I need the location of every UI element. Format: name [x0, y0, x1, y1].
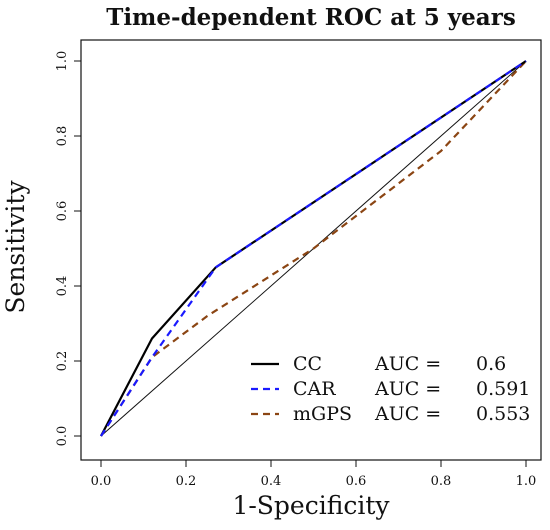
y-axis-label: Sensitivity: [1, 180, 30, 314]
x-tick-label: 0.4: [261, 474, 282, 489]
plot-lines: [100, 60, 527, 437]
legend: CC AUC = 0.6 CAR AUC = 0.591 mGPS AUC = 0.553: [251, 353, 530, 425]
legend-auc-label: AUC =: [374, 403, 441, 425]
x-tick-label: 0.2: [176, 474, 197, 489]
legend-auc-value: 0.6: [476, 353, 506, 375]
legend-auc-value: 0.553: [476, 403, 530, 425]
y-tick-label: 0.0: [55, 426, 70, 447]
y-tick-label: 0.4: [55, 276, 70, 297]
legend-label-car: CAR: [293, 378, 336, 400]
y-tick-label: 0.2: [55, 351, 70, 372]
y-tick-label: 0.8: [55, 126, 70, 147]
x-tick-label: 0.6: [346, 474, 367, 489]
y-axis: 0.0 0.2 0.4 0.6 0.8 1.0: [55, 51, 82, 447]
x-axis-label: 1-Specificity: [232, 491, 390, 520]
x-tick-label: 0.0: [91, 474, 112, 489]
y-tick-label: 1.0: [55, 51, 70, 72]
legend-auc-value: 0.591: [476, 378, 530, 400]
legend-auc-label: AUC =: [374, 353, 441, 375]
y-tick-label: 0.6: [55, 201, 70, 222]
legend-auc-label: AUC =: [374, 378, 441, 400]
legend-label-cc: CC: [293, 353, 322, 375]
x-tick-label: 1.0: [516, 474, 537, 489]
series-line-car: [100, 60, 527, 437]
x-tick-label: 0.8: [431, 474, 452, 489]
chart-title: Time-dependent ROC at 5 years: [106, 4, 516, 31]
x-axis: 0.0 0.2 0.4 0.6 0.8 1.0: [91, 459, 537, 489]
legend-label-mgps: mGPS: [293, 403, 352, 425]
